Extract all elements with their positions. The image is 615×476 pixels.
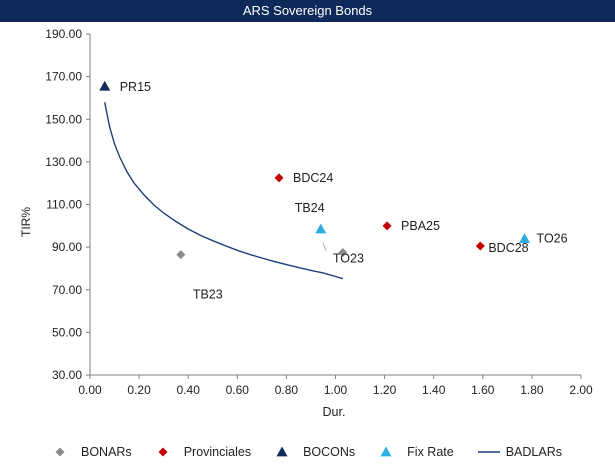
- y-tick-label: 170.00: [45, 70, 82, 84]
- y-axis-label: TIR%: [19, 207, 33, 237]
- legend-item-badlars: BADLARs: [477, 445, 562, 459]
- point-bdc24-marker: [274, 173, 284, 183]
- y-tick-label: 90.00: [52, 240, 82, 254]
- x-tick-label: 1.00: [324, 383, 348, 397]
- y-tick-label: 190.00: [45, 27, 82, 41]
- legend-item-provinciales: Provinciales: [156, 445, 251, 459]
- x-tick-label: 1.40: [422, 383, 446, 397]
- x-tick-label: 1.80: [520, 383, 544, 397]
- point-bdc28-marker: [475, 241, 485, 251]
- badlar-curve-line: [104, 102, 344, 280]
- legend-item-bocons: BOCONs: [275, 445, 355, 459]
- point-tb24-label: TB24: [295, 201, 325, 215]
- chart-title: ARS Sovereign Bonds: [0, 0, 615, 22]
- legend-symbol-icon: [477, 451, 500, 453]
- point-to26-marker: [519, 233, 531, 243]
- point-pr15-label: PR15: [120, 80, 151, 94]
- point-tb23-label: TB23: [193, 288, 223, 302]
- legend-marker-icon: [380, 446, 392, 457]
- legend-marker-icon: [158, 447, 168, 457]
- point-pr15-marker: [99, 80, 111, 91]
- legend-symbol-icon: [158, 447, 168, 457]
- x-tick-label: 2.00: [569, 383, 593, 397]
- points-layer: TB23 TO23 BDC24 PBA25 BDC28 PR15 TB24 TO26: [99, 80, 568, 302]
- y-tick-label: 110.00: [46, 198, 82, 212]
- legend: BONARs Provinciales BOCONs Fix Rate BADLARs: [0, 440, 615, 464]
- point-to26-label: TO26: [537, 232, 568, 246]
- point-to23-label: TO23: [333, 251, 364, 265]
- legend-item-bonars: BONARs: [53, 445, 132, 459]
- legend-item-fix-rate: Fix Rate: [379, 445, 454, 459]
- legend-marker-icon: [55, 447, 65, 457]
- legend-label: Provinciales: [183, 445, 252, 459]
- point-bdc24-label: BDC24: [293, 171, 333, 185]
- x-tick-label: 0.20: [127, 383, 151, 397]
- point-tb24-marker: [315, 223, 327, 234]
- y-tick-label: 130.00: [45, 155, 82, 169]
- y-tick-label: 30.00: [52, 368, 82, 382]
- legend-symbol-icon: [380, 446, 392, 457]
- legend-label: BOCONs: [303, 445, 356, 459]
- legend-label: BONARs: [80, 445, 132, 459]
- axes-layer: 30.00 50.00 70.00 90.00 110.00 130.00 150.00 17…: [45, 27, 593, 397]
- scatter-chart: 30.00 50.00 70.00 90.00 110.00 130.00 150.00 17…: [19, 27, 593, 419]
- point-pba25-label: PBA25: [401, 219, 440, 233]
- legend-symbol-icon: [55, 447, 65, 457]
- y-tick-label: 150.00: [45, 112, 82, 126]
- y-tick-label: 50.00: [52, 325, 82, 339]
- line-layer: [104, 102, 344, 280]
- point-tb23-marker: [176, 250, 186, 260]
- x-tick-label: 0.60: [226, 383, 250, 397]
- x-tick-label: 0.80: [275, 383, 299, 397]
- leader-line: [322, 242, 327, 251]
- point-bdc28-label: BDC28: [488, 241, 528, 255]
- legend-label: Fix Rate: [407, 445, 454, 459]
- point-to23-marker: [338, 247, 348, 257]
- x-tick-label: 0.40: [177, 383, 201, 397]
- x-tick-label: 1.60: [471, 383, 495, 397]
- legend-symbol-icon: [276, 446, 288, 457]
- x-tick-label: 1.20: [373, 383, 397, 397]
- x-tick-label: 0.00: [78, 383, 102, 397]
- legend-marker-icon: [276, 446, 288, 457]
- y-tick-label: 70.00: [52, 283, 82, 297]
- x-axis-label: Dur.: [323, 405, 346, 419]
- legend-label: BADLARs: [505, 445, 562, 459]
- point-pba25-marker: [382, 221, 392, 231]
